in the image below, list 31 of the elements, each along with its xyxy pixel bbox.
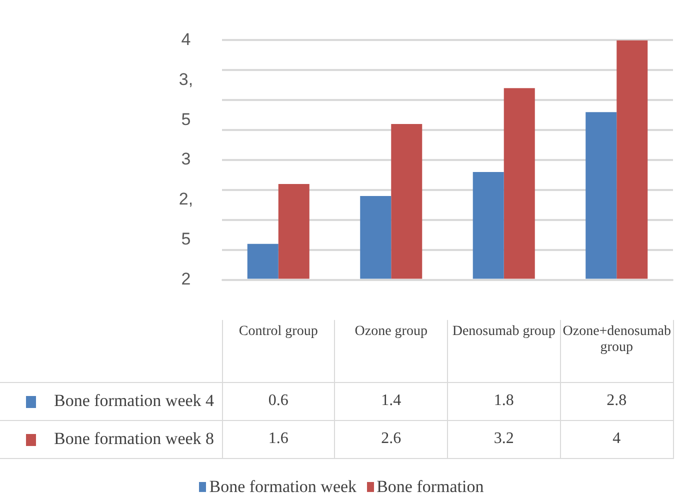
x-tick-label: Control group xyxy=(222,320,335,382)
data-label: 1.6 xyxy=(222,420,335,458)
bar xyxy=(472,172,504,279)
data-label: 1.8 xyxy=(448,382,560,420)
bar xyxy=(504,88,535,279)
text: Bone formation xyxy=(376,476,484,493)
data-label: 2.6 xyxy=(334,420,448,458)
data-label: 4 xyxy=(560,420,673,458)
bar xyxy=(391,124,422,279)
legend-label: Bone formation week 4 xyxy=(54,391,214,410)
text: 3, xyxy=(178,70,194,89)
data-label: 2.8 xyxy=(560,382,673,420)
text: 4 xyxy=(181,30,191,49)
text: 5 xyxy=(181,110,191,129)
text: 5 xyxy=(181,230,191,249)
legend-label: Bone formation week 8 xyxy=(54,429,214,448)
data-label: 0.6 xyxy=(222,382,335,420)
text: 2, xyxy=(178,190,194,209)
bar xyxy=(247,244,278,279)
bar xyxy=(586,112,617,279)
bar xyxy=(360,196,392,279)
bar xyxy=(278,184,310,279)
text: 2 xyxy=(181,269,191,288)
text: Bone formation week xyxy=(209,476,357,493)
x-tick-label: Ozone group xyxy=(334,320,448,382)
text: 3 xyxy=(181,150,191,169)
x-tick-label: Ozone+denosumab group xyxy=(560,320,673,382)
bar xyxy=(616,40,648,279)
x-tick-label: Denosumab group xyxy=(448,320,560,382)
data-label: 1.4 xyxy=(334,382,448,420)
data-label: 3.2 xyxy=(448,420,560,458)
